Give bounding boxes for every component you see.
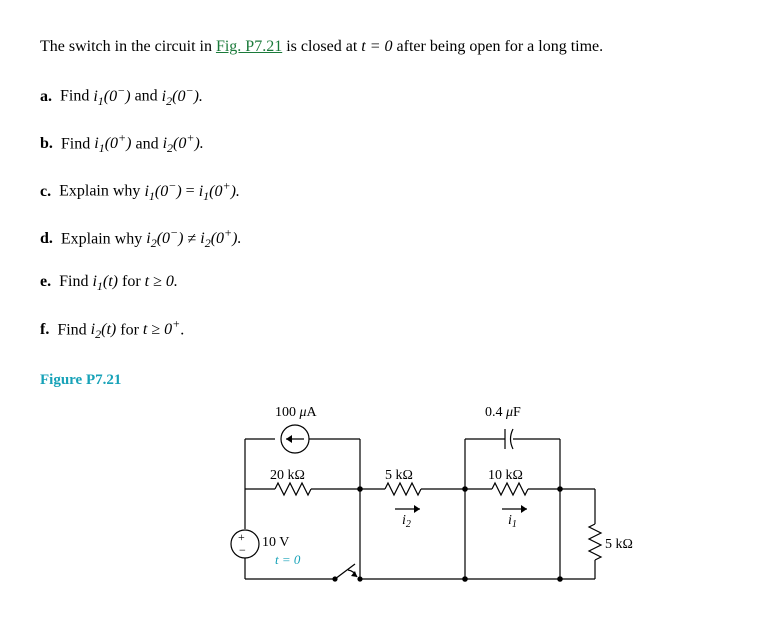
q-text: Find <box>59 273 92 290</box>
math-expr: i1(t) <box>92 273 118 290</box>
intro-after: after being open for a long time. <box>393 38 604 55</box>
q-for: for <box>118 273 145 290</box>
q-cond: t ≥ 0. <box>145 273 178 290</box>
q-eq: = <box>182 183 199 200</box>
part-label: c. <box>40 183 51 200</box>
figure-label: Figure P7.21 <box>40 372 739 389</box>
figure-link[interactable]: Fig. P7.21 <box>216 38 282 55</box>
part-label: b. <box>40 135 53 152</box>
question-a: a. Find i1(0−) and i2(0−). <box>40 83 739 109</box>
circuit-diagram: + − <box>220 394 739 594</box>
math-expr: i1(0+). <box>199 183 240 200</box>
r5k-label: 5 kΩ <box>385 468 413 483</box>
intro-post: is closed at <box>282 38 361 55</box>
cap-label: 0.4 μF <box>485 405 521 420</box>
part-label: a. <box>40 88 52 105</box>
current-source-label: 100 μA <box>275 405 318 420</box>
math-expr: i2(0+). <box>163 135 204 152</box>
i1-label: i1 <box>508 513 517 530</box>
q-text: Explain why <box>61 230 146 247</box>
math-expr: i2(0−) <box>146 230 183 247</box>
r20k-label: 20 kΩ <box>270 468 305 483</box>
time-expr: t = 0 <box>361 38 392 55</box>
math-expr: i2(t) <box>91 321 117 338</box>
q-text: Find <box>57 321 90 338</box>
math-expr: i1(0−) <box>93 88 130 105</box>
question-e: e. Find i1(t) for t ≥ 0. <box>40 273 739 294</box>
q-dot: . <box>180 321 184 338</box>
question-c: c. Explain why i1(0−) = i1(0+). <box>40 178 739 204</box>
q-and: and <box>131 135 162 152</box>
q-neq: ≠ <box>183 230 200 247</box>
switch-time-label: t = 0 <box>275 552 301 567</box>
question-f: f. Find i2(t) for t ≥ 0+. <box>40 317 739 343</box>
q-text: Find <box>60 88 93 105</box>
math-expr: i2(0−). <box>162 88 203 105</box>
r5k-right-label: 5 kΩ <box>605 537 633 552</box>
q-and: and <box>131 88 162 105</box>
math-expr: i1(0−) <box>144 183 181 200</box>
q-text: Explain why <box>59 183 144 200</box>
intro-text: The switch in the circuit in Fig. P7.21 … <box>40 36 739 58</box>
math-expr: i1(0+) <box>94 135 131 152</box>
question-b: b. Find i1(0+) and i2(0+). <box>40 131 739 157</box>
part-label: e. <box>40 273 51 290</box>
question-d: d. Explain why i2(0−) ≠ i2(0+). <box>40 226 739 252</box>
vsource-label: 10 V <box>262 535 289 550</box>
intro-pre: The switch in the circuit in <box>40 38 216 55</box>
math-expr: i2(0+). <box>200 230 241 247</box>
q-for: for <box>116 321 143 338</box>
q-text: Find <box>61 135 94 152</box>
r10k-label: 10 kΩ <box>488 468 523 483</box>
svg-text:+: + <box>238 530 245 544</box>
svg-text:−: − <box>239 543 246 557</box>
part-label: d. <box>40 230 53 247</box>
question-list: a. Find i1(0−) and i2(0−). b. Find i1(0+… <box>40 83 739 342</box>
q-cond: t ≥ 0+ <box>143 321 180 338</box>
part-label: f. <box>40 321 49 338</box>
i2-label: i2 <box>402 513 411 530</box>
